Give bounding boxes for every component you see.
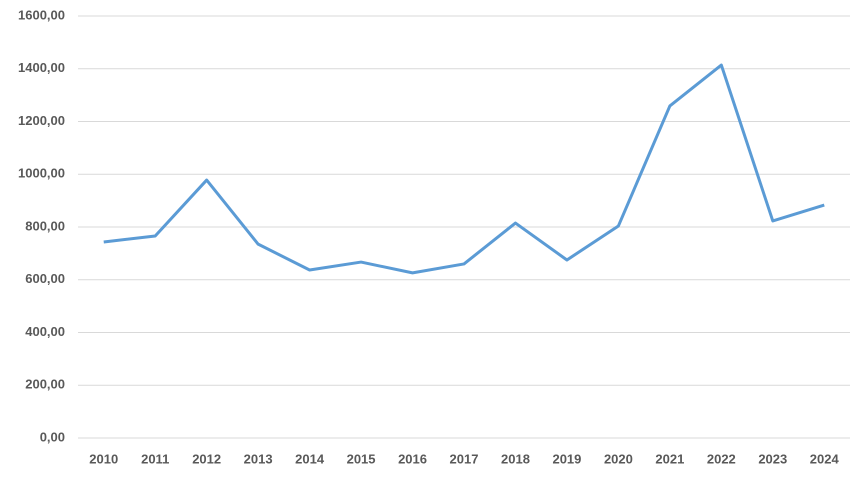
y-tick-label: 200,00 [25, 377, 65, 392]
y-tick-label: 1400,00 [18, 60, 65, 75]
x-tick-label: 2022 [707, 451, 736, 466]
x-tick-label: 2024 [810, 451, 840, 466]
y-tick-label: 1200,00 [18, 113, 65, 128]
x-tick-label: 2018 [501, 451, 530, 466]
x-tick-label: 2021 [655, 451, 684, 466]
y-tick-label: 600,00 [25, 271, 65, 286]
y-tick-label: 0,00 [40, 429, 65, 444]
x-tick-label: 2017 [450, 451, 479, 466]
x-tick-label: 2015 [347, 451, 376, 466]
x-tick-label: 2019 [552, 451, 581, 466]
x-tick-label: 2014 [295, 451, 325, 466]
x-tick-label: 2013 [244, 451, 273, 466]
y-tick-label: 1000,00 [18, 166, 65, 181]
x-tick-label: 2010 [89, 451, 118, 466]
x-tick-label: 2016 [398, 451, 427, 466]
x-tick-label: 2023 [758, 451, 787, 466]
y-tick-label: 800,00 [25, 218, 65, 233]
x-tick-label: 2011 [141, 451, 169, 466]
y-tick-label: 400,00 [25, 324, 65, 339]
x-tick-label: 2020 [604, 451, 633, 466]
y-tick-label: 1600,00 [18, 7, 65, 22]
series-line [103, 63, 825, 275]
x-tick-label: 2012 [192, 451, 221, 466]
